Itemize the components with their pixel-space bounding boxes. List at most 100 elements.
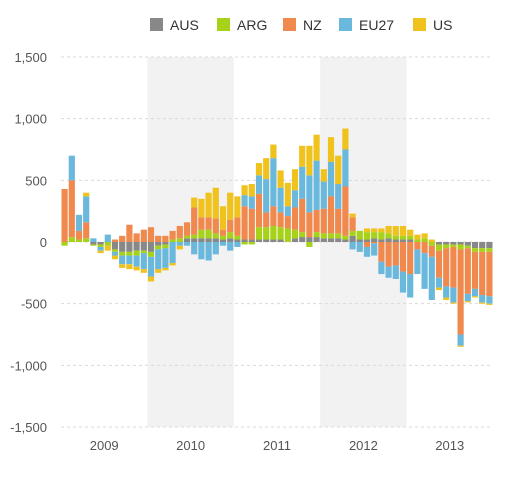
bar-arg-2012-01 xyxy=(320,233,327,239)
bar-eu27-2010-07 xyxy=(191,242,198,255)
legend-item-us[interactable]: US xyxy=(413,17,452,33)
bar-eu27-2013-06 xyxy=(443,286,450,298)
y-tick-label: 500 xyxy=(25,173,47,188)
bar-arg-2012-12 xyxy=(399,235,407,240)
bar-us-2011-12 xyxy=(313,134,320,161)
y-axis-ticks: 1,500 1,000 500 0 -500 -1,000 -1,500 xyxy=(10,50,47,435)
bar-us-2010-12 xyxy=(227,192,234,220)
bar-arg-2011-01 xyxy=(234,235,241,240)
bar-us-2011-08 xyxy=(284,182,291,207)
bar-arg-2011-06 xyxy=(270,225,277,240)
bar-us-2012-09 xyxy=(378,228,385,233)
bars xyxy=(61,128,493,347)
bar-nz-2009-11 xyxy=(133,233,140,242)
bar-us-2010-02 xyxy=(155,269,162,273)
bar-nz-2010-02 xyxy=(155,235,162,242)
bar-us-2011-02 xyxy=(241,185,248,196)
bar-aus-2010-09 xyxy=(205,238,212,242)
bar-eu27-2011-03 xyxy=(248,196,255,209)
legend-swatch-nz xyxy=(283,18,296,31)
bar-nz-2011-06 xyxy=(270,206,277,226)
bar-nz-2013-06 xyxy=(443,248,450,287)
bar-us-2009-11 xyxy=(133,266,140,271)
bar-arg-2013-01 xyxy=(407,235,414,240)
bar-eu27-2011-04 xyxy=(255,175,263,194)
legend-label-eu27: EU27 xyxy=(359,17,394,33)
bar-aus-2010-03 xyxy=(162,242,169,245)
bar-us-2009-06 xyxy=(97,250,104,254)
bar-nz-2010-05 xyxy=(176,225,183,239)
bar-eu27-2012-03 xyxy=(335,184,342,209)
bar-arg-2010-11 xyxy=(219,235,227,240)
bar-nz-2010-11 xyxy=(219,229,227,236)
legend-item-aus[interactable]: AUS xyxy=(150,17,199,33)
bar-us-2012-12 xyxy=(399,225,407,236)
bar-eu27-2011-02 xyxy=(241,195,248,207)
y-tick-label: 0 xyxy=(40,235,47,250)
bar-arg-2013-09 xyxy=(464,245,471,249)
bar-aus-2009-10 xyxy=(126,242,133,252)
bar-nz-2009-03 xyxy=(75,230,83,240)
bar-eu27-2010-05 xyxy=(176,242,183,246)
bar-nz-2012-01 xyxy=(320,208,327,234)
bar-aus-2011-11 xyxy=(306,237,313,242)
bar-arg-2012-08 xyxy=(371,232,378,239)
x-tick-label: 2010 xyxy=(176,438,205,453)
bar-nz-2009-10 xyxy=(126,224,133,242)
bar-aus-2013-09 xyxy=(464,242,471,246)
bar-arg-2009-12 xyxy=(140,250,147,254)
bar-us-2010-05 xyxy=(176,245,183,250)
bar-us-2010-04 xyxy=(169,262,176,266)
bar-nz-2009-08 xyxy=(111,239,119,242)
legend-item-eu27[interactable]: EU27 xyxy=(339,17,394,33)
bar-arg-2011-04 xyxy=(255,227,263,240)
bar-aus-2011-01 xyxy=(234,239,241,242)
bar-arg-2010-02 xyxy=(155,245,162,250)
bar-arg-2010-01 xyxy=(147,251,155,257)
bar-eu27-2012-05 xyxy=(349,242,356,250)
bar-nz-2010-03 xyxy=(162,235,169,242)
y-tick-label: 1,500 xyxy=(14,50,47,65)
bar-arg-2009-01 xyxy=(61,242,68,246)
bar-eu27-2011-06 xyxy=(270,158,277,207)
bar-us-2009-07 xyxy=(104,245,111,251)
bar-nz-2013-10 xyxy=(471,251,479,289)
legend-swatch-aus xyxy=(150,18,163,31)
bar-us-2011-07 xyxy=(277,170,284,188)
bar-aus-2012-01 xyxy=(320,238,327,242)
bar-aus-2013-01 xyxy=(407,239,414,242)
bar-arg-2011-09 xyxy=(291,229,299,239)
bar-eu27-2013-02 xyxy=(414,249,421,275)
bar-us-2013-07 xyxy=(450,302,457,304)
bar-aus-2009-08 xyxy=(111,242,119,250)
legend-item-arg[interactable]: ARG xyxy=(217,17,267,33)
bar-arg-2013-06 xyxy=(443,244,450,249)
bar-us-2012-07 xyxy=(363,228,371,233)
y-tick-label: -1,500 xyxy=(10,420,47,435)
bar-eu27-2009-12 xyxy=(140,253,147,270)
bar-aus-2012-03 xyxy=(335,238,342,242)
bar-nz-2009-02 xyxy=(68,180,75,238)
bar-arg-2009-04 xyxy=(83,238,90,242)
bar-us-2011-06 xyxy=(270,144,277,159)
bar-us-2013-03 xyxy=(421,233,428,239)
bar-arg-2013-07 xyxy=(450,244,457,247)
bar-arg-2010-05 xyxy=(176,238,183,242)
bar-aus-2010-12 xyxy=(227,238,234,242)
bar-aus-2010-08 xyxy=(198,238,205,242)
legend-swatch-eu27 xyxy=(339,18,352,31)
bar-us-2011-11 xyxy=(306,145,313,176)
bar-nz-2010-08 xyxy=(198,217,205,230)
bar-arg-2010-03 xyxy=(162,244,169,249)
bar-us-2010-03 xyxy=(162,267,169,271)
legend-item-nz[interactable]: NZ xyxy=(283,17,322,33)
bar-nz-2010-01 xyxy=(147,227,155,242)
bar-nz-2011-04 xyxy=(255,193,263,228)
bar-arg-2010-06 xyxy=(183,235,191,239)
bar-aus-2013-05 xyxy=(435,242,443,245)
bar-us-2011-01 xyxy=(234,196,241,218)
bar-us-2009-10 xyxy=(126,264,133,270)
bar-nz-2012-07 xyxy=(363,242,371,247)
bar-arg-2013-05 xyxy=(435,244,443,251)
bar-eu27-2012-11 xyxy=(392,265,399,279)
